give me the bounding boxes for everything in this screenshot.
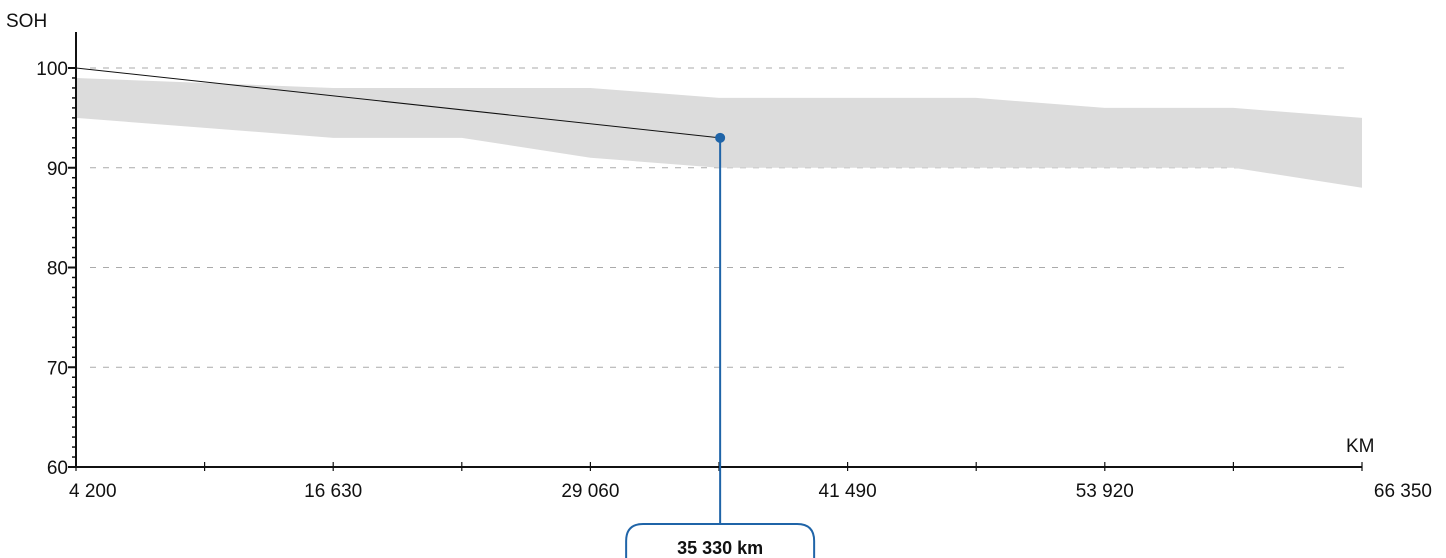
tick-labels: 60 70 80 90 100 4 200 16 630 29 060 41 490 53 920…	[36, 59, 1432, 502]
y-tick-label: 60	[47, 458, 68, 479]
soh-series-line	[75, 67, 721, 139]
x-axis-title: KM	[1346, 436, 1375, 457]
current-position-marker[interactable]: 35 330 km	[625, 132, 816, 558]
x-tick-label: 66 350	[1374, 481, 1432, 502]
marker-label: 35 330 km	[677, 538, 763, 558]
y-tick-label: 90	[47, 159, 68, 180]
x-tick-label: 29 060	[561, 481, 619, 502]
marker-label-box[interactable]	[625, 523, 816, 558]
x-tick-label: 53 920	[1076, 481, 1134, 502]
band-area	[76, 77, 1362, 188]
y-tick-label: 100	[36, 59, 68, 80]
x-tick-label: 41 490	[819, 481, 877, 502]
y-axis-title: SOH	[6, 11, 47, 32]
series-lines	[75, 67, 721, 139]
y-tick-label: 70	[47, 358, 68, 379]
y-tick-label: 80	[47, 259, 68, 280]
x-tick-label: 4 200	[69, 481, 117, 502]
x-tick-label: 16 630	[304, 481, 362, 502]
marker-point[interactable]	[715, 132, 726, 143]
axes	[68, 32, 1363, 471]
confidence-band	[76, 77, 1362, 188]
